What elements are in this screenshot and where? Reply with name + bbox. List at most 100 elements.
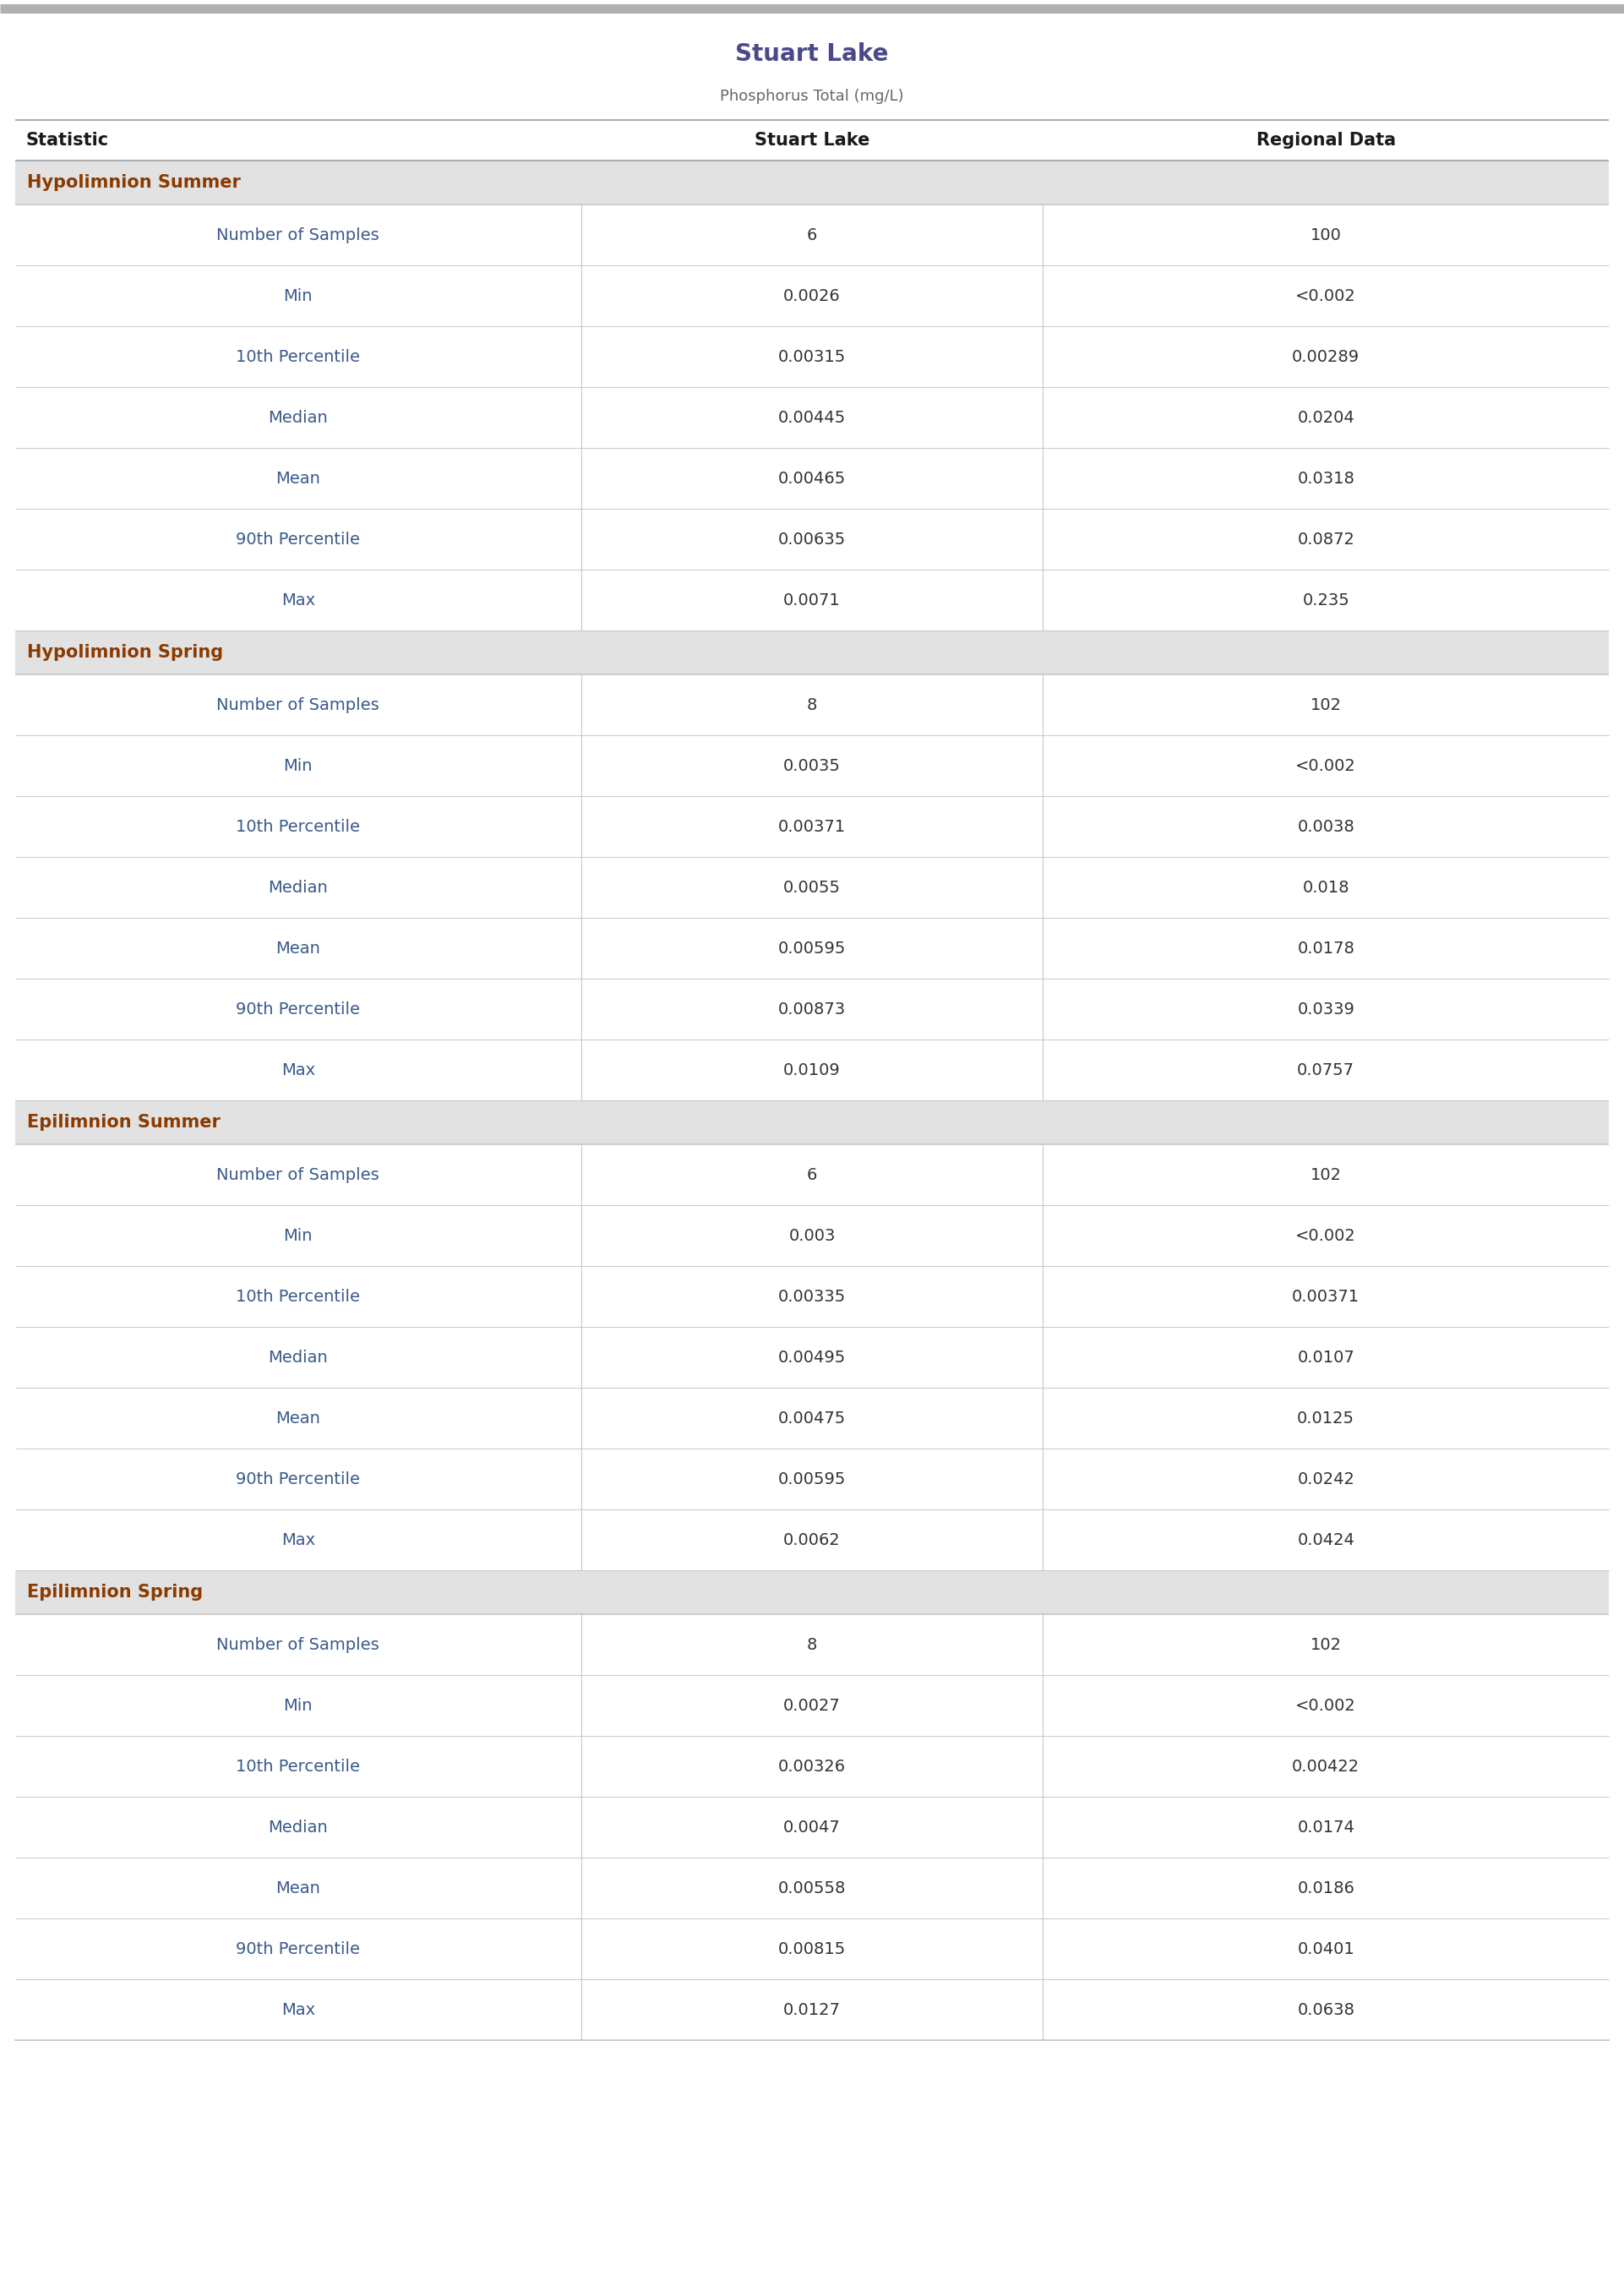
- Text: 102: 102: [1311, 1637, 1341, 1653]
- Text: 0.00422: 0.00422: [1293, 1759, 1359, 1775]
- Text: 8: 8: [807, 1637, 817, 1653]
- Bar: [15, 1614, 1609, 1675]
- Text: 6: 6: [807, 227, 817, 243]
- Text: 0.0107: 0.0107: [1298, 1348, 1354, 1364]
- Text: <0.002: <0.002: [1296, 758, 1356, 774]
- Text: Min: Min: [284, 288, 313, 304]
- Text: 6: 6: [807, 1167, 817, 1183]
- Text: Phosphorus Total (mg/L): Phosphorus Total (mg/L): [719, 89, 905, 104]
- Bar: [15, 327, 1609, 388]
- Bar: [15, 1387, 1609, 1448]
- Text: 0.00326: 0.00326: [778, 1759, 846, 1775]
- Bar: [15, 508, 1609, 570]
- Text: Median: Median: [268, 409, 328, 424]
- Text: Median: Median: [268, 1818, 328, 1834]
- Text: 0.0339: 0.0339: [1298, 1001, 1354, 1017]
- Text: 0.003: 0.003: [789, 1228, 835, 1244]
- Text: 0.00558: 0.00558: [778, 1880, 846, 1895]
- Text: Number of Samples: Number of Samples: [216, 697, 380, 713]
- Bar: [15, 1857, 1609, 1918]
- Text: 0.0055: 0.0055: [783, 878, 841, 894]
- Text: 0.0242: 0.0242: [1298, 1471, 1354, 1487]
- Text: 0.0178: 0.0178: [1298, 940, 1354, 956]
- Bar: [15, 1571, 1609, 1614]
- Text: Min: Min: [284, 1228, 313, 1244]
- Text: Stuart Lake: Stuart Lake: [755, 132, 869, 150]
- Bar: [15, 1328, 1609, 1387]
- Text: 10th Percentile: 10th Percentile: [235, 1759, 361, 1775]
- Text: Min: Min: [284, 758, 313, 774]
- Text: Max: Max: [281, 1532, 315, 1548]
- Text: Epilimnion Summer: Epilimnion Summer: [28, 1115, 221, 1130]
- Bar: [15, 1040, 1609, 1101]
- Text: 0.00315: 0.00315: [778, 350, 846, 365]
- Text: 0.00289: 0.00289: [1293, 350, 1359, 365]
- Bar: [15, 797, 1609, 858]
- Text: Epilimnion Spring: Epilimnion Spring: [28, 1584, 203, 1600]
- Text: 10th Percentile: 10th Percentile: [235, 1289, 361, 1305]
- Text: 90th Percentile: 90th Percentile: [235, 531, 361, 547]
- Bar: [15, 1675, 1609, 1737]
- Text: <0.002: <0.002: [1296, 1228, 1356, 1244]
- Text: Number of Samples: Number of Samples: [216, 227, 380, 243]
- Bar: [15, 631, 1609, 674]
- Text: 0.00371: 0.00371: [778, 819, 846, 835]
- Text: 0.00445: 0.00445: [778, 409, 846, 424]
- Text: 0.235: 0.235: [1302, 592, 1350, 608]
- Text: Min: Min: [284, 1698, 313, 1714]
- Text: 0.0318: 0.0318: [1298, 470, 1354, 486]
- Text: 0.0174: 0.0174: [1298, 1818, 1354, 1834]
- Text: 0.00371: 0.00371: [1293, 1289, 1359, 1305]
- Text: 90th Percentile: 90th Percentile: [235, 1471, 361, 1487]
- Text: 0.00465: 0.00465: [778, 470, 846, 486]
- Text: 0.00475: 0.00475: [778, 1410, 846, 1426]
- Text: 0.00335: 0.00335: [778, 1289, 846, 1305]
- Text: Mean: Mean: [276, 1880, 320, 1895]
- Bar: [15, 1448, 1609, 1510]
- Text: 0.0186: 0.0186: [1298, 1880, 1354, 1895]
- Text: 0.0872: 0.0872: [1298, 531, 1354, 547]
- Text: Regional Data: Regional Data: [1257, 132, 1395, 150]
- Bar: [15, 1918, 1609, 1979]
- Text: 0.0125: 0.0125: [1298, 1410, 1354, 1426]
- Text: 0.0047: 0.0047: [783, 1818, 841, 1834]
- Bar: [15, 917, 1609, 978]
- Text: <0.002: <0.002: [1296, 288, 1356, 304]
- Text: 0.0424: 0.0424: [1298, 1532, 1354, 1548]
- Bar: [15, 674, 1609, 735]
- Text: 0.0027: 0.0027: [783, 1698, 841, 1714]
- Text: 0.0401: 0.0401: [1298, 1941, 1354, 1957]
- Text: Median: Median: [268, 878, 328, 894]
- Text: <0.002: <0.002: [1296, 1698, 1356, 1714]
- Text: 0.00595: 0.00595: [778, 1471, 846, 1487]
- Text: Max: Max: [281, 1062, 315, 1078]
- Text: 90th Percentile: 90th Percentile: [235, 1941, 361, 1957]
- Bar: [15, 1979, 1609, 2041]
- Text: Mean: Mean: [276, 940, 320, 956]
- Bar: [15, 1205, 1609, 1267]
- Text: 0.0109: 0.0109: [783, 1062, 841, 1078]
- Text: 102: 102: [1311, 697, 1341, 713]
- Text: Mean: Mean: [276, 470, 320, 486]
- Text: 0.0757: 0.0757: [1298, 1062, 1354, 1078]
- Text: 8: 8: [807, 697, 817, 713]
- Bar: [15, 161, 1609, 204]
- Text: 102: 102: [1311, 1167, 1341, 1183]
- Text: 0.00635: 0.00635: [778, 531, 846, 547]
- Bar: [15, 570, 1609, 631]
- Text: 90th Percentile: 90th Percentile: [235, 1001, 361, 1017]
- Text: 100: 100: [1311, 227, 1341, 243]
- Text: Statistic: Statistic: [26, 132, 109, 150]
- Text: Hypolimnion Spring: Hypolimnion Spring: [28, 645, 222, 661]
- Text: 0.00873: 0.00873: [778, 1001, 846, 1017]
- Text: 0.0204: 0.0204: [1298, 409, 1354, 424]
- Bar: [15, 1144, 1609, 1205]
- Text: 0.0127: 0.0127: [783, 2002, 841, 2018]
- Bar: [15, 266, 1609, 327]
- Text: Number of Samples: Number of Samples: [216, 1637, 380, 1653]
- Text: 0.0062: 0.0062: [783, 1532, 841, 1548]
- Text: 0.0638: 0.0638: [1298, 2002, 1354, 2018]
- Text: 0.00815: 0.00815: [778, 1941, 846, 1957]
- Bar: [15, 735, 1609, 797]
- Text: Max: Max: [281, 2002, 315, 2018]
